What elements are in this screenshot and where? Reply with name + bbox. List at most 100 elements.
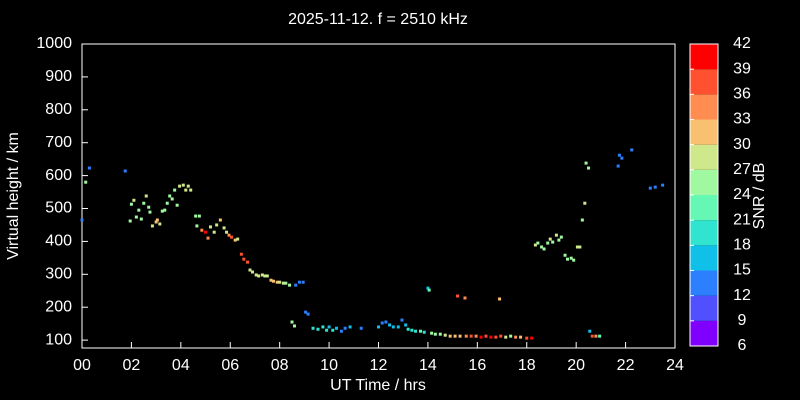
data-point <box>225 230 229 234</box>
data-point <box>184 188 188 192</box>
data-point <box>163 208 167 212</box>
data-point <box>173 188 177 192</box>
data-point <box>554 233 558 237</box>
data-point <box>388 323 392 327</box>
colorbar-tick-label: 39 <box>733 60 751 77</box>
data-point <box>84 180 88 184</box>
data-point <box>144 194 148 198</box>
x-tick-label: 00 <box>73 357 91 374</box>
data-point <box>620 156 624 160</box>
data-point <box>325 328 329 332</box>
data-point <box>566 257 570 261</box>
colorbar-band <box>690 220 718 246</box>
colorbar-tick-label: 9 <box>738 312 747 329</box>
data-point <box>519 335 523 339</box>
data-point <box>288 283 292 287</box>
data-point <box>257 274 261 278</box>
x-tick-label: 22 <box>617 357 635 374</box>
colorbar-tick-label: 12 <box>733 287 751 304</box>
data-point <box>594 334 598 338</box>
data-point <box>275 280 279 284</box>
data-point <box>648 186 652 190</box>
data-point <box>123 169 127 173</box>
data-point <box>559 235 563 239</box>
data-point <box>598 334 602 338</box>
data-point <box>572 258 576 262</box>
data-point <box>498 297 502 301</box>
data-point <box>170 197 174 201</box>
data-point <box>181 183 185 187</box>
colorbar-tick-label: 42 <box>733 35 751 52</box>
x-tick-label: 08 <box>271 357 289 374</box>
y-tick-label: 400 <box>45 233 72 250</box>
data-point <box>175 203 179 207</box>
colorbar-band <box>690 144 718 170</box>
data-point <box>583 201 587 205</box>
colorbar-band <box>690 69 718 95</box>
y-tick-label: 1000 <box>36 35 72 52</box>
data-point <box>316 327 320 331</box>
data-point <box>587 166 591 170</box>
data-point <box>290 320 294 324</box>
data-point <box>489 335 493 339</box>
data-point <box>150 224 154 228</box>
data-point <box>433 332 437 336</box>
data-point <box>569 256 573 260</box>
y-tick-label: 200 <box>45 298 72 315</box>
colorbar-band <box>690 94 718 120</box>
data-point <box>284 281 288 285</box>
data-point <box>186 184 190 188</box>
data-point <box>509 334 513 338</box>
data-point <box>463 296 467 300</box>
x-tick-label: 10 <box>320 357 338 374</box>
data-point <box>212 230 216 234</box>
data-point <box>137 208 141 212</box>
data-point <box>406 327 410 331</box>
data-point <box>128 219 132 223</box>
data-point <box>422 330 426 334</box>
data-point <box>165 201 169 205</box>
data-point <box>499 334 503 338</box>
data-point <box>154 220 158 224</box>
data-point <box>178 184 182 188</box>
data-point <box>464 334 468 338</box>
data-point <box>331 328 335 332</box>
data-point <box>236 237 240 241</box>
data-point <box>584 161 588 165</box>
data-point <box>139 217 143 221</box>
y-tick-label: 900 <box>45 68 72 85</box>
data-point <box>426 286 430 290</box>
colorbar-tick-label: 36 <box>733 86 751 103</box>
colorbar-tick-label: 27 <box>733 161 751 178</box>
data-point <box>536 241 540 245</box>
y-tick-label: 700 <box>45 134 72 151</box>
x-tick-label: 14 <box>419 357 437 374</box>
data-point <box>661 183 665 187</box>
data-point <box>197 214 201 218</box>
colorbar-tick-label: 6 <box>738 337 747 354</box>
data-point <box>474 334 478 338</box>
data-point <box>227 233 231 237</box>
data-point <box>548 237 552 241</box>
data-point <box>168 194 172 198</box>
data-point <box>222 226 226 230</box>
data-point <box>321 325 325 329</box>
data-point <box>254 273 258 277</box>
data-point <box>80 218 84 222</box>
data-point <box>294 283 298 287</box>
colorbar-tick-label: 33 <box>733 111 751 128</box>
colorbar-tick-label: 21 <box>733 211 751 228</box>
x-tick-label: 02 <box>123 357 141 374</box>
data-point <box>616 164 620 168</box>
data-point <box>265 274 269 278</box>
data-point <box>148 210 152 214</box>
colorbar-band <box>690 245 718 271</box>
colorbar-band <box>690 195 718 221</box>
data-point <box>580 218 584 222</box>
data-point <box>453 334 457 338</box>
data-point <box>348 325 352 329</box>
data-point <box>380 321 384 325</box>
data-point <box>540 245 544 249</box>
x-tick-label: 06 <box>221 357 239 374</box>
